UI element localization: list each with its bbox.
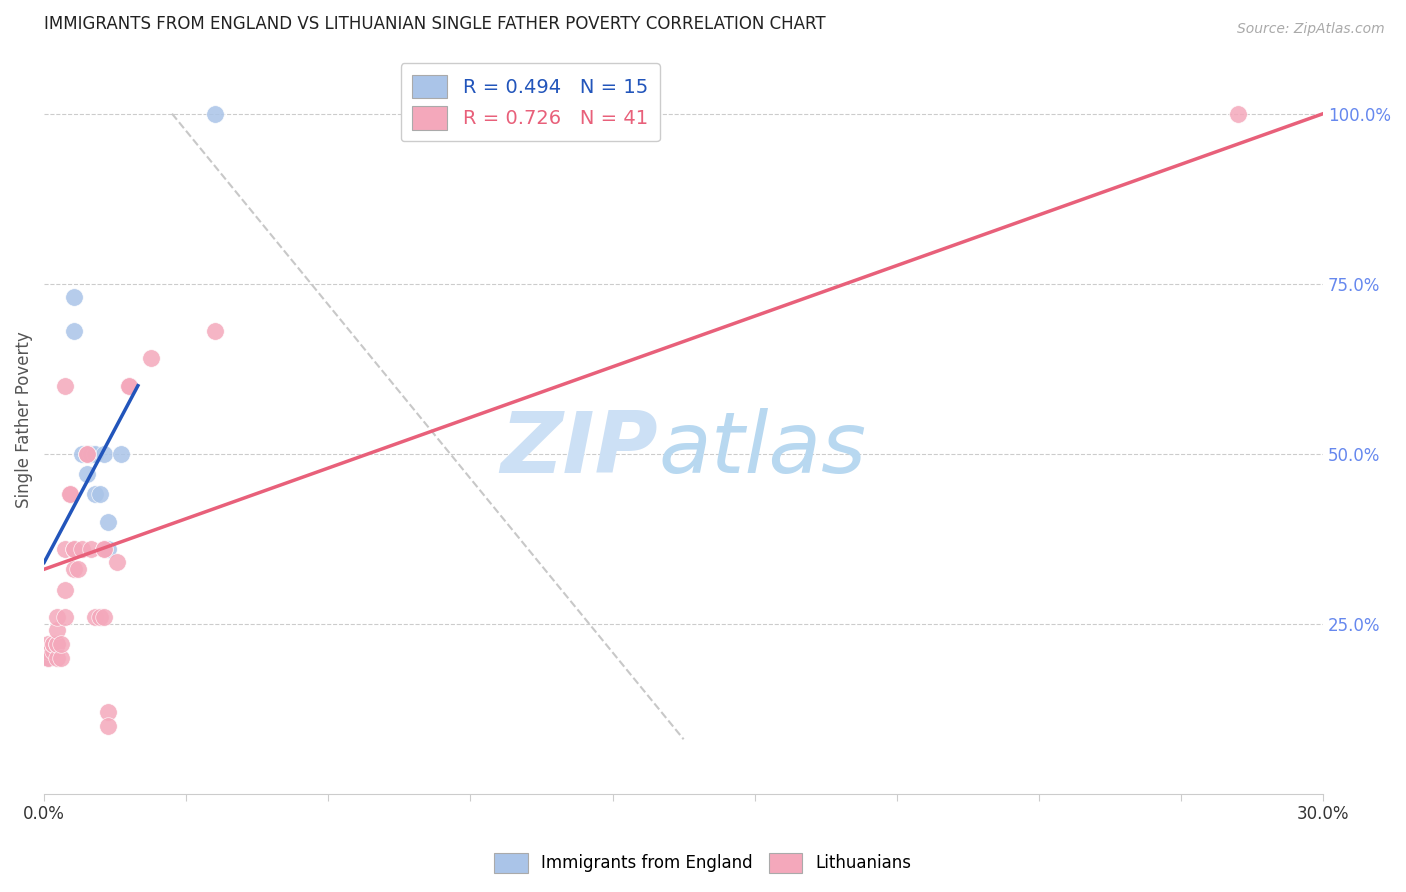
Point: [89, 610, 111, 624]
Legend: Immigrants from England, Lithuanians: Immigrants from England, Lithuanians: [488, 847, 918, 880]
Point: [76, 467, 98, 481]
Point: [37, 650, 59, 665]
Point: [67, 562, 90, 576]
Point: [45, 637, 67, 651]
Point: [93, 610, 115, 624]
Text: IMMIGRANTS FROM ENGLAND VS LITHUANIAN SINGLE FATHER POVERTY CORRELATION CHART: IMMIGRANTS FROM ENGLAND VS LITHUANIAN SI…: [44, 15, 825, 33]
Point: [72, 541, 94, 556]
Point: [51, 637, 73, 651]
Point: [41, 637, 63, 651]
Point: [63, 541, 86, 556]
Point: [84, 610, 107, 624]
Point: [51, 650, 73, 665]
Point: [84, 487, 107, 501]
Point: [72, 447, 94, 461]
Point: [110, 447, 132, 461]
Point: [139, 351, 162, 366]
Point: [80, 447, 103, 461]
Point: [93, 541, 115, 556]
Text: Source: ZipAtlas.com: Source: ZipAtlas.com: [1237, 22, 1385, 37]
Point: [97, 515, 120, 529]
Point: [55, 582, 77, 597]
Point: [55, 541, 77, 556]
Point: [41, 644, 63, 658]
Point: [45, 650, 67, 665]
Text: atlas: atlas: [658, 409, 866, 491]
Point: [105, 556, 128, 570]
Point: [204, 324, 226, 338]
Point: [93, 447, 115, 461]
Point: [45, 624, 67, 638]
Point: [89, 487, 111, 501]
Point: [37, 644, 59, 658]
Point: [63, 324, 86, 338]
Point: [59, 487, 82, 501]
Point: [76, 447, 98, 461]
Point: [118, 378, 141, 392]
Point: [80, 541, 103, 556]
Legend: R = 0.494   N = 15, R = 0.726   N = 41: R = 0.494 N = 15, R = 0.726 N = 41: [401, 62, 659, 142]
Point: [37, 650, 59, 665]
Point: [59, 487, 82, 501]
Point: [45, 610, 67, 624]
Point: [76, 447, 98, 461]
Point: [97, 705, 120, 719]
Point: [118, 378, 141, 392]
Point: [76, 447, 98, 461]
Y-axis label: Single Father Poverty: Single Father Poverty: [15, 331, 32, 508]
Point: [41, 637, 63, 651]
Point: [55, 610, 77, 624]
Point: [45, 637, 67, 651]
Point: [55, 378, 77, 392]
Point: [37, 650, 59, 665]
Text: ZIP: ZIP: [501, 409, 658, 491]
Point: [37, 637, 59, 651]
Point: [204, 106, 226, 120]
Point: [63, 541, 86, 556]
Point: [63, 562, 86, 576]
Point: [1226, 106, 1249, 120]
Point: [93, 541, 115, 556]
Point: [97, 719, 120, 733]
Point: [97, 541, 120, 556]
Point: [84, 447, 107, 461]
Point: [63, 290, 86, 304]
